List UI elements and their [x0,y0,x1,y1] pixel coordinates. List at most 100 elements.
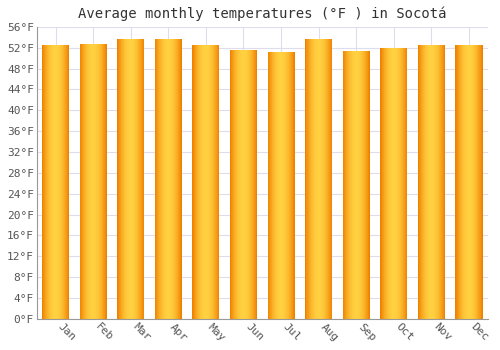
Bar [276,52,277,319]
Bar [44,45,46,319]
Bar [249,50,250,319]
Bar [206,45,207,319]
Bar [118,39,119,319]
Bar [155,39,156,319]
Bar [420,45,422,319]
Bar [171,39,172,319]
Bar [351,51,352,319]
Bar [331,39,332,319]
Title: Average monthly temperatures (°F ) in Socotá: Average monthly temperatures (°F ) in So… [78,7,446,21]
Bar [462,45,463,319]
Bar [394,48,395,319]
Bar [285,52,286,319]
Bar [456,45,457,319]
Bar [246,50,247,319]
Bar [135,39,136,319]
Bar [96,44,97,319]
Bar [470,45,471,319]
Bar [433,45,434,319]
Bar [140,39,141,319]
Bar [157,39,158,319]
Bar [314,39,316,319]
Bar [388,48,389,319]
Bar [134,39,135,319]
Bar [67,45,68,319]
Bar [365,51,366,319]
Bar [277,52,278,319]
Bar [435,45,436,319]
Bar [275,52,276,319]
Bar [271,52,272,319]
Bar [253,50,254,319]
Bar [324,39,326,319]
Bar [241,50,242,319]
Bar [198,45,199,319]
Bar [440,45,441,319]
Bar [84,44,85,319]
Bar [383,48,384,319]
Bar [436,45,437,319]
Bar [194,45,195,319]
Bar [393,48,394,319]
Bar [472,45,473,319]
Bar [207,45,208,319]
Bar [437,45,438,319]
Bar [274,52,275,319]
Bar [159,39,160,319]
Bar [46,45,48,319]
Bar [350,51,351,319]
Bar [42,45,43,319]
Bar [177,39,178,319]
Bar [230,50,232,319]
Bar [85,44,86,319]
Bar [100,44,101,319]
Bar [471,45,472,319]
Bar [282,52,283,319]
Bar [381,48,382,319]
Bar [316,39,318,319]
Bar [136,39,137,319]
Bar [62,45,63,319]
Bar [97,44,98,319]
Bar [329,39,330,319]
Bar [92,44,93,319]
Bar [126,39,128,319]
Bar [141,39,142,319]
Bar [88,44,89,319]
Bar [86,44,87,319]
Bar [201,45,202,319]
Bar [443,45,444,319]
Bar [200,45,201,319]
Bar [168,39,169,319]
Bar [81,44,82,319]
Bar [210,45,212,319]
Bar [138,39,139,319]
Bar [363,51,364,319]
Bar [467,45,468,319]
Bar [83,44,84,319]
Bar [478,45,479,319]
Bar [353,51,354,319]
Bar [143,39,144,319]
Bar [458,45,459,319]
Bar [178,39,179,319]
Bar [292,52,293,319]
Bar [236,50,238,319]
Bar [387,48,388,319]
Bar [441,45,442,319]
Bar [289,52,290,319]
Bar [442,45,443,319]
Bar [172,39,173,319]
Bar [270,52,271,319]
Bar [273,52,274,319]
Bar [395,48,396,319]
Bar [128,39,130,319]
Bar [173,39,174,319]
Bar [318,39,320,319]
Bar [169,39,170,319]
Bar [179,39,180,319]
Bar [348,51,349,319]
Bar [312,39,313,319]
Bar [68,45,69,319]
Bar [468,45,469,319]
